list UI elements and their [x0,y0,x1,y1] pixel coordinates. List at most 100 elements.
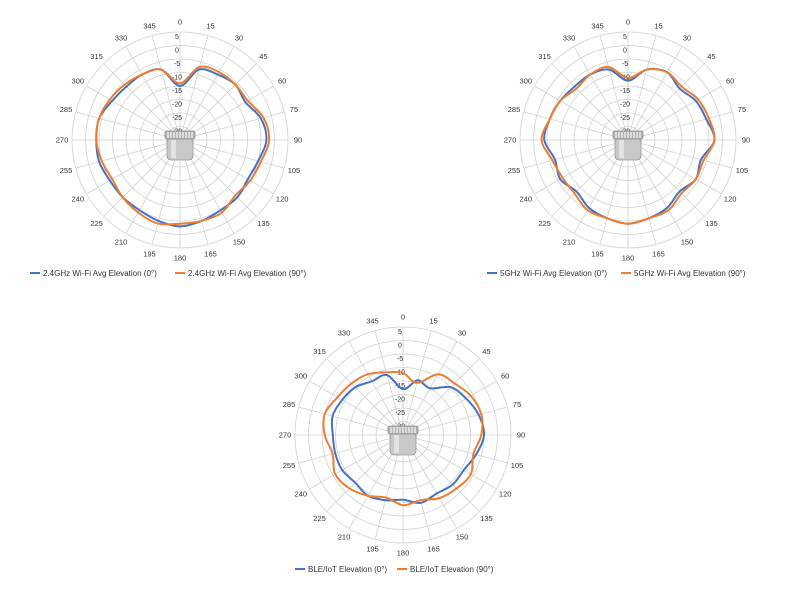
angle-label: 210 [338,533,351,542]
angle-label: 15 [654,22,662,31]
angle-label: 255 [283,461,296,470]
angle-label: 285 [508,105,521,114]
angle-label: 90 [742,136,750,145]
legend-label: BLE/IoT Elevation (90°) [410,565,494,574]
grid-spoke [179,139,274,195]
angle-label: 210 [115,238,128,247]
angle-label: 270 [504,136,517,145]
angle-label: 30 [235,33,243,42]
grid-spoke [86,139,181,195]
grid-spoke [298,406,404,436]
grid-spoke [326,358,404,436]
radial-tick-label: 0 [175,48,179,55]
angle-label: 315 [90,52,103,61]
grid-spoke [627,46,683,141]
legend-item-0: 2.4GHz Wi-Fi Avg Elevation (0°) [30,269,157,278]
angle-label: 180 [174,254,187,263]
radial-tick-label: -10 [172,75,182,82]
radial-tick-label: -20 [172,102,182,109]
angle-label: 135 [257,219,270,228]
angle-label: 165 [427,544,440,553]
angle-label: 105 [736,166,749,175]
angle-label: 225 [313,514,326,523]
angle-label: 195 [143,249,156,258]
radial-tick-label: -5 [174,61,180,68]
legend-item-1: BLE/IoT Elevation (90°) [397,565,494,574]
angle-label: 330 [338,328,351,337]
grid-spoke [309,380,404,436]
angle-label: 210 [563,238,576,247]
series-line-1 [95,65,271,226]
angle-label: 15 [429,317,437,326]
access-point-device-icon [164,130,196,161]
access-point-device-icon [387,425,419,456]
grid-spoke [551,63,629,141]
grid-spoke [75,139,181,169]
angle-label: 120 [276,195,289,204]
angle-label: 330 [115,33,128,42]
legend-item-1: 5GHz Wi-Fi Avg Elevation (90°) [621,269,746,278]
grid-spoke [627,35,657,141]
grid-spoke [151,35,181,141]
angle-label: 255 [508,166,521,175]
grid-spoke [523,139,629,169]
legend-label: 2.4GHz Wi-Fi Avg Elevation (90°) [188,269,307,278]
legend-item-1: 2.4GHz Wi-Fi Avg Elevation (90°) [175,269,307,278]
radial-tick-label: -25 [172,115,182,122]
legend-item-0: 5GHz Wi-Fi Avg Elevation (0°) [487,269,607,278]
polar-chart-ble-iot: 0 15 30 45 60 75 90 105 120 135 150 165 180 195 210 225… [279,313,525,575]
grid-spoke [125,46,181,141]
angle-label: 300 [72,77,85,86]
angle-label: 225 [538,219,551,228]
angle-label: 345 [143,22,156,31]
grid-spoke [627,139,722,195]
angle-label: 0 [626,18,630,27]
radial-tick-label: 0 [398,343,402,350]
grid-spoke [523,111,629,141]
angle-label: 165 [652,249,665,258]
grid-spoke [573,46,629,141]
radial-tick-label: 5 [623,34,627,41]
grid-spoke [374,330,404,436]
angle-label: 240 [72,195,85,204]
angle-label: 225 [90,219,103,228]
grid-spoke [179,85,274,141]
grid-spoke [627,63,705,141]
series-line-0 [330,373,486,505]
angle-label: 45 [707,52,715,61]
grid-spoke [402,358,480,436]
grid-spoke [627,111,733,141]
angle-label: 120 [499,490,512,499]
angle-label: 30 [683,33,691,42]
angle-label: 105 [511,461,524,470]
angle-label: 60 [726,77,734,86]
grid-spoke [348,341,404,436]
angle-label: 150 [681,238,694,247]
angle-label: 45 [482,347,490,356]
angle-label: 345 [591,22,604,31]
angle-label: 150 [456,533,469,542]
series-line-0 [95,68,268,228]
angle-label: 285 [283,400,296,409]
grid-spoke [402,380,497,436]
grid-spoke [179,46,235,141]
legend-label: 2.4GHz Wi-Fi Avg Elevation (0°) [43,269,157,278]
grid-spoke [86,85,181,141]
angle-label: 90 [517,431,525,440]
radial-tick-label: -25 [395,410,405,417]
angle-label: 120 [724,195,737,204]
angle-label: 75 [290,105,298,114]
angle-label: 315 [538,52,551,61]
radial-tick-label: -20 [620,102,630,109]
angle-label: 315 [313,347,326,356]
access-point-device-icon [612,130,644,161]
angle-label: 300 [295,372,308,381]
angle-label: 0 [178,18,182,27]
legend-label: BLE/IoT Elevation (0°) [308,565,387,574]
radial-tick-label: -20 [395,397,405,404]
grid-spoke [402,434,508,464]
angle-label: 180 [397,549,410,558]
legend-label: 5GHz Wi-Fi Avg Elevation (90°) [634,269,746,278]
radial-tick-label: 0 [623,48,627,55]
